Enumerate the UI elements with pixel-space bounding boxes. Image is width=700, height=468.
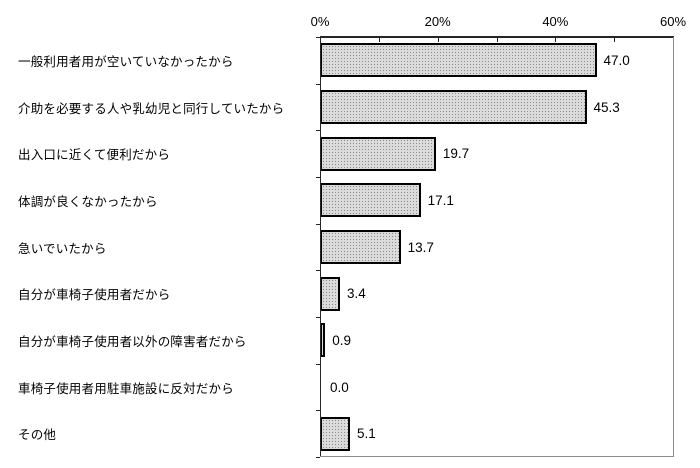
y-axis-tick [316, 363, 320, 365]
y-axis-tick [316, 223, 320, 225]
y-axis-tick [316, 457, 320, 458]
plot-frame-right [673, 37, 674, 457]
y-axis-tick [316, 130, 320, 132]
value-label: 5.1 [357, 426, 376, 442]
y-axis-line [320, 37, 321, 457]
y-axis-tick [316, 410, 320, 412]
x-tick-label: 20% [424, 14, 451, 29]
category-label: 自分が車椅子使用者だから [18, 288, 171, 303]
x-tick-label: 60% [659, 14, 687, 29]
value-label: 13.7 [407, 239, 434, 255]
x-axis-tick [555, 38, 557, 42]
value-label: 17.1 [427, 192, 454, 208]
value-label: 45.3 [593, 99, 620, 115]
category-label: 出入口に近くて便利だから [18, 148, 171, 163]
x-axis-tick [496, 38, 498, 42]
category-label: 急いでいたから [18, 241, 107, 256]
category-label: 車椅子使用者用駐車施設に反対だから [18, 381, 234, 396]
x-axis-tick [437, 38, 439, 42]
value-label: 19.7 [442, 146, 470, 162]
y-axis-tick [316, 37, 320, 38]
category-label: その他 [18, 428, 57, 443]
plot-frame-bottom [320, 456, 674, 457]
bar [320, 416, 350, 451]
bar [320, 90, 587, 124]
x-axis-tick [614, 38, 616, 42]
value-label: 0.0 [330, 379, 349, 395]
category-label: 介助を必要する人や乳幼児と同行していたから [18, 101, 285, 116]
bar [320, 43, 597, 78]
y-axis-tick [316, 270, 320, 272]
bar [320, 276, 340, 311]
bar [320, 230, 401, 264]
y-axis-tick [316, 83, 320, 85]
bar [320, 183, 421, 218]
category-label: 体調が良くなかったから [18, 194, 158, 209]
value-label: 0.9 [332, 332, 352, 348]
category-label: 一般利用者用が空いていなかったから [18, 54, 234, 69]
x-tick-label: 40% [542, 14, 569, 29]
bar [320, 323, 326, 358]
value-label: 47.0 [603, 52, 630, 68]
category-label: 自分が車椅子使用者以外の障害者だから [18, 334, 247, 349]
x-axis-line [320, 36, 674, 38]
x-tick-label: 0% [310, 14, 330, 29]
x-axis-tick [378, 38, 380, 42]
bar [320, 136, 436, 171]
value-label: 3.4 [347, 286, 366, 302]
y-axis-tick [316, 177, 320, 178]
y-axis-tick [316, 317, 320, 318]
